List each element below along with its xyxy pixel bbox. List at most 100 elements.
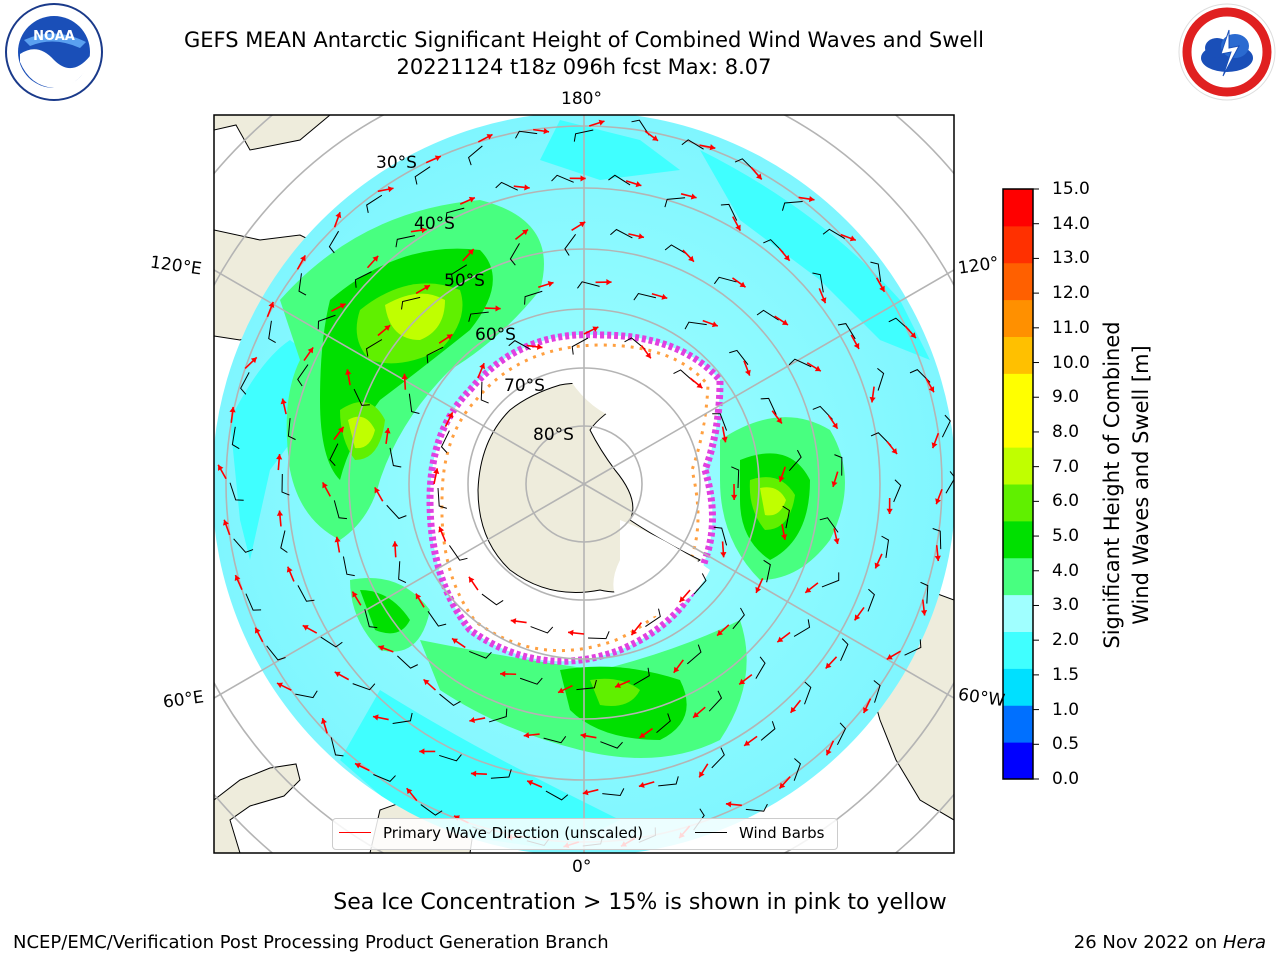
wave-direction-arrowhead bbox=[339, 303, 346, 309]
wave-direction-arrowhead bbox=[920, 610, 928, 616]
wave-direction-arrowhead bbox=[447, 412, 454, 419]
wave-direction-arrowhead bbox=[886, 508, 893, 514]
wave-direction-arrowhead bbox=[639, 732, 646, 738]
wave-direction-arrowhead bbox=[372, 714, 379, 721]
wind-barb bbox=[932, 528, 942, 550]
wind-barb bbox=[941, 414, 951, 438]
wave-direction-arrowhead bbox=[527, 780, 534, 786]
wind-barb bbox=[328, 230, 340, 254]
noaa-logo: NOAA bbox=[5, 3, 103, 101]
wave-direction-arrowhead bbox=[322, 482, 328, 489]
map-subtitle: 20221124 t18z 096h fcst Max: 8.07 bbox=[396, 55, 772, 79]
wind-barb bbox=[551, 174, 574, 183]
wind-barb bbox=[664, 197, 686, 208]
wind-barb bbox=[763, 559, 771, 583]
wind-barb bbox=[782, 505, 790, 529]
colorbar-tick-label: 0.5 bbox=[1052, 734, 1080, 755]
wind-barb bbox=[793, 619, 811, 637]
colorbar-tick-label: 12.0 bbox=[1052, 283, 1090, 304]
colorbar-tick-label: 0.0 bbox=[1052, 769, 1080, 789]
wave-direction-arrowhead bbox=[849, 235, 856, 242]
wave-direction-arrowhead bbox=[781, 319, 788, 325]
wave-direction-arrowhead bbox=[223, 519, 229, 526]
wind-barb bbox=[731, 466, 740, 489]
wind-barb bbox=[524, 290, 543, 305]
wind-barb bbox=[488, 708, 508, 723]
footer-machine: Hera bbox=[1222, 932, 1266, 953]
wind-barb bbox=[633, 292, 657, 301]
map-frame bbox=[213, 114, 955, 854]
footer-date-text: 26 Nov 2022 on bbox=[1073, 932, 1223, 953]
wind-barb bbox=[713, 276, 737, 285]
wind-barb bbox=[468, 145, 483, 166]
wave-direction-arrowhead bbox=[863, 707, 869, 714]
wind-barb bbox=[812, 272, 824, 293]
wind-barb bbox=[439, 693, 461, 706]
wave-direction-arrowhead bbox=[935, 498, 941, 505]
wind-barb bbox=[426, 346, 444, 364]
colorbar-swatch bbox=[1003, 189, 1033, 227]
wave-direction-arrowhead bbox=[693, 711, 700, 718]
wave-direction-arrowhead bbox=[468, 196, 475, 203]
wave-direction-arrowhead bbox=[756, 173, 762, 180]
wind-barb bbox=[440, 430, 450, 453]
wind-barb bbox=[602, 788, 625, 797]
wave-direction-arrowhead bbox=[558, 687, 564, 694]
wave-direction-arrowhead bbox=[854, 614, 861, 621]
wave-direction-arrowhead bbox=[725, 801, 732, 808]
wave-direction-arrowhead bbox=[334, 671, 341, 678]
wind-barb bbox=[631, 119, 650, 136]
colorbar-swatch bbox=[1003, 742, 1033, 780]
colorbar-swatch bbox=[1003, 262, 1033, 301]
wind-barb bbox=[713, 526, 728, 546]
wind-barb bbox=[287, 418, 296, 441]
lat-label-70s: 70°S bbox=[504, 376, 545, 396]
wind-barb bbox=[420, 804, 443, 816]
wave-direction-arrowhead bbox=[352, 591, 358, 598]
wave-direction-arrowhead bbox=[486, 134, 493, 140]
wind-barb bbox=[281, 474, 290, 496]
wind-barb bbox=[877, 368, 885, 391]
nws-logo bbox=[1178, 3, 1276, 101]
wind-barb bbox=[711, 747, 725, 769]
colorbar-swatch bbox=[1003, 631, 1033, 669]
lat-label-50s: 50°S bbox=[444, 271, 485, 291]
wind-barb bbox=[231, 426, 240, 450]
legend-wind-barbs: Wind Barbs bbox=[739, 824, 825, 842]
wave-direction-arrowhead bbox=[720, 552, 727, 558]
wave-direction-arrowhead bbox=[415, 593, 422, 600]
colorbar-title-line2: Wind Waves and Swell [m] bbox=[1129, 345, 1153, 625]
wind-barb bbox=[756, 309, 779, 321]
wave-direction-arrowhead bbox=[384, 325, 391, 331]
colorbar-swatch bbox=[1003, 373, 1033, 411]
wave-direction-arrowhead bbox=[820, 297, 827, 304]
wave-direction-arrowhead bbox=[522, 229, 529, 236]
wave-direction-arrowhead bbox=[661, 293, 668, 300]
colorbar-tick-label: 5.0 bbox=[1052, 526, 1080, 547]
wind-barb bbox=[920, 581, 929, 604]
wave-direction-arrowhead bbox=[276, 454, 283, 460]
wind-barb bbox=[365, 339, 383, 357]
colorbar-tick-label: 9.0 bbox=[1052, 387, 1080, 408]
wind-barb bbox=[712, 413, 728, 431]
map-title: GEFS MEAN Antarctic Significant Height o… bbox=[183, 28, 985, 52]
wave-direction-arrowhead bbox=[783, 254, 790, 261]
wind-barb bbox=[788, 449, 802, 472]
wave-direction-arrowhead bbox=[886, 654, 893, 660]
wind-barb bbox=[397, 655, 418, 669]
wave-direction-arrowhead bbox=[808, 195, 815, 203]
wind-barb bbox=[624, 337, 646, 350]
lon-label-0: 0° bbox=[572, 857, 592, 877]
colorbar-tick-label: 8.0 bbox=[1052, 421, 1080, 442]
wave-direction-arrowhead bbox=[406, 788, 413, 795]
wind-barb bbox=[330, 737, 344, 757]
wind-barb bbox=[449, 545, 468, 561]
wind-barb bbox=[571, 337, 589, 355]
wind-barb bbox=[760, 397, 777, 415]
colorbar-swatch bbox=[1003, 447, 1033, 485]
wind-barb bbox=[587, 631, 610, 640]
wind-barb bbox=[490, 769, 512, 779]
wave-direction-arrowhead bbox=[739, 281, 746, 288]
wind-barb bbox=[317, 314, 336, 330]
wind-barb bbox=[645, 608, 661, 627]
